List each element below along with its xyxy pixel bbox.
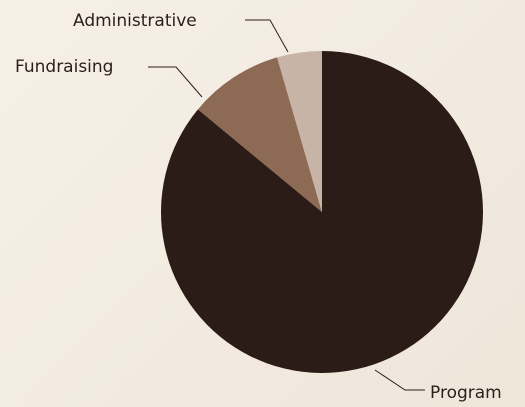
- pie-slices: [160, 51, 483, 373]
- program-leader-line: [374, 369, 425, 391]
- pie-slice-program: [160, 51, 483, 373]
- administrative-leader-line: [245, 19, 289, 53]
- pie-slice-fundraising: [197, 57, 322, 212]
- pie-slice-administrative: [277, 51, 322, 212]
- fundraising-leader-line: [148, 66, 203, 98]
- slice-label-administrative: Administrative: [73, 11, 197, 31]
- slice-label-program: Program: [430, 383, 502, 403]
- slice-label-fundraising: Fundraising: [15, 57, 113, 77]
